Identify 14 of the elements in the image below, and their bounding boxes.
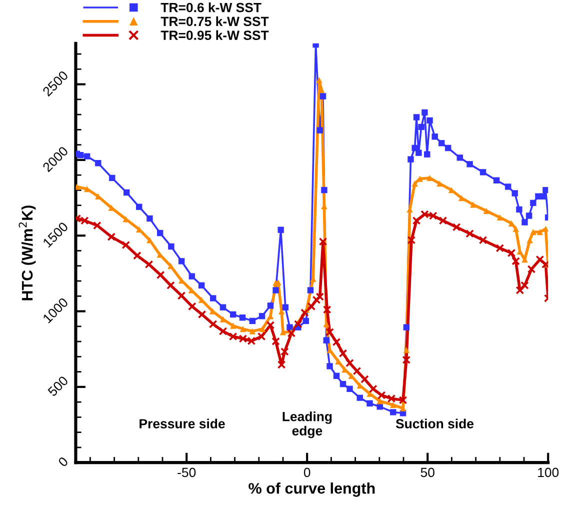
x-axis-title: % of curve length bbox=[248, 482, 375, 497]
x-tick-label: -50 bbox=[178, 468, 196, 478]
y-tick-label: 500 bbox=[47, 375, 69, 397]
y-tick-label: 0 bbox=[58, 456, 69, 468]
annotation: Suction side bbox=[396, 418, 474, 428]
x-tick-label: 100 bbox=[538, 468, 559, 478]
y-axis-title: HTC (W/m$^{2}$K) bbox=[18, 206, 36, 300]
annotation: Pressure side bbox=[140, 418, 225, 428]
annotation: Leading edge bbox=[282, 412, 332, 438]
x-tick-label: 50 bbox=[420, 468, 434, 478]
legend-label: TR=0.75 k-W SST bbox=[160, 16, 269, 26]
x-tick-label: 0 bbox=[304, 468, 310, 478]
legend-label: TR=0.95 k-W SST bbox=[160, 30, 269, 40]
legend-label: TR=0.6 k-W SST bbox=[160, 2, 262, 12]
